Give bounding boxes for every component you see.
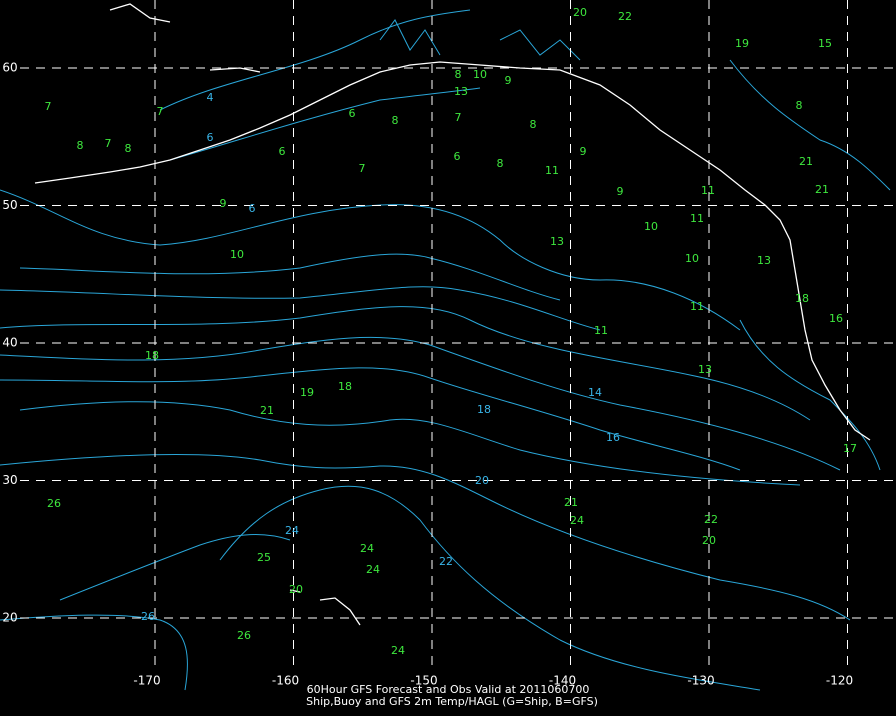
lon-tick-label: -160 [272, 674, 299, 688]
ship-obs: 25 [257, 551, 271, 564]
ship-obs: 11 [690, 212, 704, 225]
lon-tick-label: -140 [549, 674, 576, 688]
ship-obs: 19 [735, 37, 749, 50]
ship-obs: 21 [799, 155, 813, 168]
ship-obs: 8 [455, 68, 462, 81]
lon-tick-label: -130 [687, 674, 714, 688]
ship-obs: 13 [698, 363, 712, 376]
caption-line: Ship,Buoy and GFS 2m Temp/HAGL (G=Ship, … [306, 695, 598, 708]
ship-obs: 19 [300, 386, 314, 399]
ship-obs: 20 [702, 534, 716, 547]
ship-obs: 6 [349, 107, 356, 120]
ship-obs: 9 [617, 185, 624, 198]
ship-obs: 7 [359, 162, 366, 175]
lat-tick-label: 40 [2, 336, 17, 350]
caption-line: 60Hour GFS Forecast and Obs Valid at 201… [307, 683, 590, 696]
ship-obs: 9 [580, 145, 587, 158]
ship-obs: 26 [47, 497, 61, 510]
ship-obs: 6 [454, 150, 461, 163]
contour-label: 22 [439, 555, 453, 568]
lat-tick-label: 50 [2, 198, 17, 212]
ship-obs: 8 [77, 139, 84, 152]
ship-obs: 8 [392, 114, 399, 127]
contour-label: 14 [588, 386, 602, 399]
contour-label: 26 [141, 610, 155, 623]
ship-obs: 18 [145, 349, 159, 362]
lon-tick-label: -120 [826, 674, 853, 688]
ship-obs: 18 [795, 292, 809, 305]
ship-obs: 13 [757, 254, 771, 267]
lat-tick-label: 20 [2, 611, 17, 625]
contour-label: 18 [477, 403, 491, 416]
ship-obs: 7 [455, 111, 462, 124]
ship-obs: 10 [473, 68, 487, 81]
ship-obs: 7 [45, 100, 52, 113]
ship-obs: 20 [573, 6, 587, 19]
ship-obs: 8 [125, 142, 132, 155]
contour-label: 4 [207, 91, 214, 104]
ship-obs: 11 [594, 324, 608, 337]
ship-obs: 9 [505, 74, 512, 87]
contours [0, 9, 891, 691]
ship-obs: 10 [685, 252, 699, 265]
coastlines [34, 3, 871, 626]
ship-obs: 10 [644, 220, 658, 233]
ship-obs: 8 [497, 157, 504, 170]
ship-obs: 26 [237, 629, 251, 642]
ship-obs: 11 [545, 164, 559, 177]
ship-obs: 7 [157, 105, 164, 118]
ship-obs: 24 [366, 563, 380, 576]
contour-label: 6 [207, 131, 214, 144]
contour-label: 16 [606, 431, 620, 444]
ship-obs: 17 [843, 442, 857, 455]
ship-obs: 20 [289, 583, 303, 596]
lat-tick-label: 60 [2, 61, 17, 75]
ship-obs: 21 [260, 404, 274, 417]
ship-obs: 15 [818, 37, 832, 50]
ship-obs: 21 [564, 496, 578, 509]
ship-obs: 22 [704, 513, 718, 526]
graticule: -170 -160 -150 -140 -130 -120 60 50 40 30 20 [2, 0, 896, 688]
ship-obs: 24 [570, 514, 584, 527]
lon-tick-label: -150 [410, 674, 437, 688]
lat-tick-label: 30 [2, 473, 17, 487]
ship-obs: 8 [530, 118, 537, 131]
ship-obs: 13 [550, 235, 564, 248]
ship-obs: 6 [279, 145, 286, 158]
ship-obs: 16 [829, 312, 843, 325]
ship-obs: 9 [220, 197, 227, 210]
ship-obs: 18 [338, 380, 352, 393]
ship-obs: 11 [701, 184, 715, 197]
ship-obs: 11 [690, 300, 704, 313]
contour-label: 24 [285, 524, 299, 537]
ship-obs: 24 [391, 644, 405, 657]
ship-obs: 7 [105, 137, 112, 150]
ship-obs: 22 [618, 10, 632, 23]
ship-obs: 13 [454, 85, 468, 98]
ship-obs: 24 [360, 542, 374, 555]
contour-label: 6 [249, 202, 256, 215]
lon-tick-label: -170 [133, 674, 160, 688]
ship-obs: 21 [815, 183, 829, 196]
ship-obs: 8 [796, 99, 803, 112]
contour-label: 20 [475, 474, 489, 487]
ship-obs: 10 [230, 248, 244, 261]
